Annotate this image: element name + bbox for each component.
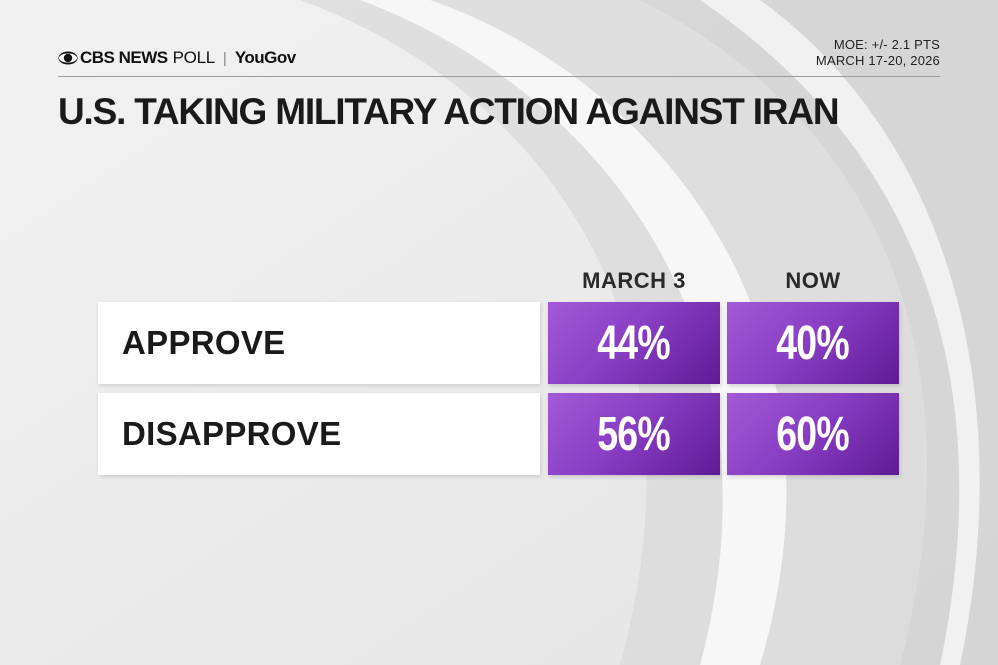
poll-info: MOE: +/- 2.1 PTS MARCH 17-20, 2026 — [816, 37, 940, 69]
cell-value: 60% — [776, 407, 850, 461]
row-label-text: DISAPPROVE — [122, 415, 342, 452]
row-label-text: APPROVE — [122, 324, 286, 361]
brand-cbs-news: CBS NEWS — [80, 48, 168, 67]
brand-separator: | — [222, 49, 227, 67]
poll-dates: MARCH 17-20, 2026 — [815, 53, 940, 68]
brand-poll: POLL — [172, 48, 216, 67]
cell-value: 44% — [597, 316, 671, 370]
cell-value: 56% — [597, 407, 671, 461]
brand-logo: CBS NEWS POLL | YouGov — [58, 47, 296, 69]
cell-disapprove-now: 60% — [727, 393, 899, 475]
row-label-disapprove: DISAPPROVE — [98, 393, 540, 475]
cbs-eye-icon — [58, 51, 78, 65]
cell-approve-now: 40% — [727, 302, 899, 384]
cell-approve-march-3: 44% — [548, 302, 720, 384]
chart-title: U.S. TAKING MILITARY ACTION AGAINST IRAN — [58, 91, 840, 132]
cell-disapprove-march-3: 56% — [548, 393, 720, 475]
margin-of-error: MOE: +/- 2.1 PTS — [833, 37, 940, 52]
cell-value: 40% — [776, 316, 850, 370]
header-divider — [58, 76, 940, 77]
column-header-march-3: MARCH 3 — [582, 268, 686, 293]
row-label-approve: APPROVE — [98, 302, 540, 384]
column-header-now: NOW — [785, 268, 841, 293]
brand-yougov: YouGov — [234, 48, 296, 67]
